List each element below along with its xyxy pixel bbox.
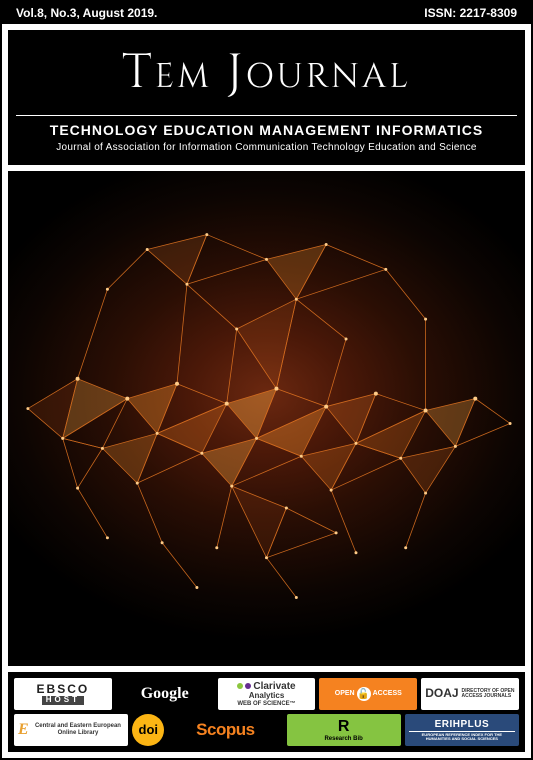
journal-description: Journal of Association for Information C… xyxy=(16,142,517,153)
researchbib-logo: R Research Bib xyxy=(287,714,401,746)
network-mesh-graphic xyxy=(8,171,525,666)
top-meta-bar: Vol.8, No.3, August 2019. ISSN: 2217-830… xyxy=(2,2,531,24)
cover-graphic xyxy=(8,171,525,666)
logo-row-1: EBSCO HOST Google Clarivate Analytics WE… xyxy=(14,678,519,710)
erihplus-logo: ERIHPLUS EUROPEAN REFERENCE INDEX FOR TH… xyxy=(405,714,519,746)
ceeol-icon: E xyxy=(18,721,29,739)
scopus-logo: Scopus xyxy=(168,714,282,746)
open-access-icon: 🔓 xyxy=(357,687,371,701)
journal-title: Tem Journal xyxy=(16,40,517,105)
title-header: Tem Journal TECHNOLOGY EDUCATION MANAGEM… xyxy=(8,30,525,165)
doi-logo: doi xyxy=(132,714,164,746)
google-scholar-logo: Google xyxy=(116,678,214,710)
issn-info: ISSN: 2217-8309 xyxy=(424,6,517,20)
ebsco-logo: EBSCO HOST xyxy=(14,678,112,710)
doaj-logo: DOAJ DIRECTORY OF OPEN ACCESS JOURNALS xyxy=(421,678,519,710)
clarivate-logo: Clarivate Analytics WEB OF SCIENCE™ xyxy=(218,678,316,710)
clarivate-dot-icon xyxy=(245,683,251,689)
issue-info: Vol.8, No.3, August 2019. xyxy=(16,6,157,20)
journal-subtitle: TECHNOLOGY EDUCATION MANAGEMENT INFORMAT… xyxy=(16,115,517,138)
clarivate-dot-icon xyxy=(237,683,243,689)
journal-cover-page: Vol.8, No.3, August 2019. ISSN: 2217-830… xyxy=(0,0,533,760)
ceeol-logo: E Central and Eastern European Online Li… xyxy=(14,714,128,746)
logo-row-2: E Central and Eastern European Online Li… xyxy=(14,714,519,746)
researchbib-icon: R xyxy=(338,718,350,736)
open-access-logo: OPEN 🔓 ACCESS xyxy=(319,678,417,710)
indexing-logos: EBSCO HOST Google Clarivate Analytics WE… xyxy=(8,672,525,752)
